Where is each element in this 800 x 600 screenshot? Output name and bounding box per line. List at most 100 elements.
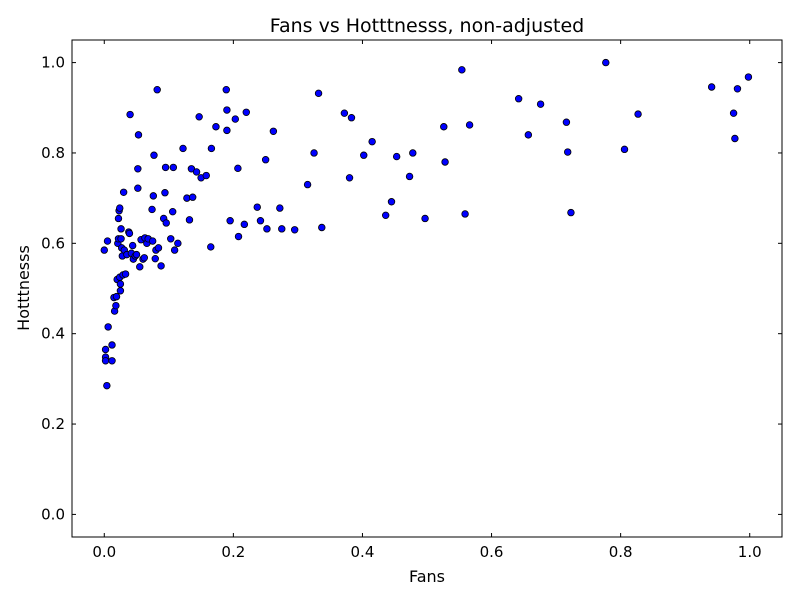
data-point (108, 341, 116, 349)
data-point (101, 357, 110, 365)
data-point (261, 156, 270, 164)
data-point (465, 121, 474, 129)
data-point (136, 263, 144, 271)
x-tick-label: 0.0 (92, 543, 116, 561)
data-point (458, 66, 466, 74)
data-point (634, 110, 642, 118)
data-point (185, 216, 194, 224)
points-layer (100, 58, 753, 390)
data-point (536, 100, 545, 108)
y-axis-label: Hotttnesss (14, 245, 33, 331)
x-tick-label: 0.4 (351, 543, 375, 561)
data-point (128, 241, 137, 250)
data-point (134, 184, 142, 192)
data-point (151, 254, 159, 263)
data-point (192, 168, 201, 176)
data-point (461, 210, 469, 218)
x-axis-label: Fans (409, 567, 445, 586)
data-point (195, 113, 203, 121)
data-point (441, 158, 449, 166)
data-point (731, 134, 739, 143)
data-point (126, 110, 134, 119)
data-point (112, 301, 120, 310)
data-point (242, 108, 250, 116)
data-point (103, 381, 111, 390)
data-point (234, 232, 243, 241)
data-point (524, 131, 533, 139)
data-point (231, 115, 239, 123)
data-point (392, 152, 401, 161)
data-point (150, 151, 158, 159)
data-point (161, 163, 170, 172)
data-point (174, 239, 182, 248)
data-point (169, 163, 178, 172)
data-point (733, 85, 742, 93)
data-point (318, 223, 326, 232)
data-point (567, 208, 575, 217)
data-point (153, 85, 161, 94)
data-point (253, 203, 261, 211)
data-point (226, 217, 234, 225)
data-point (179, 144, 187, 153)
data-point (381, 211, 390, 220)
data-point (148, 205, 156, 214)
x-tick-label: 0.2 (221, 543, 245, 561)
data-point (276, 204, 284, 212)
x-tick-label: 0.8 (609, 543, 633, 561)
data-point (121, 270, 130, 278)
data-point (222, 85, 230, 94)
data-point (202, 171, 210, 180)
plot-frame (71, 39, 783, 538)
data-point (347, 114, 356, 122)
data-point (368, 137, 376, 146)
data-point (112, 292, 121, 301)
data-point (223, 126, 231, 135)
data-point (256, 217, 265, 225)
data-point (744, 73, 753, 81)
data-point (207, 243, 215, 251)
data-point (117, 235, 125, 243)
data-point (562, 118, 571, 126)
data-point (387, 198, 396, 206)
data-point (421, 214, 429, 223)
data-point (234, 164, 242, 173)
data-point (132, 250, 141, 259)
data-point (168, 207, 177, 216)
data-point (314, 89, 323, 98)
data-point (188, 193, 197, 201)
data-point (212, 123, 220, 131)
data-point (148, 237, 157, 245)
y-tick-label: 0.0 (41, 505, 65, 523)
data-point (119, 188, 128, 196)
data-point (707, 83, 716, 91)
data-point (125, 229, 134, 238)
y-tick-label: 0.6 (41, 234, 65, 252)
y-axis: 0.0 0.2 0.4 0.6 0.8 1.0 (41, 54, 782, 523)
data-point (223, 106, 231, 114)
data-point (620, 145, 629, 154)
data-point (340, 109, 349, 117)
data-point (162, 219, 170, 227)
x-axis: 0.0 0.2 0.4 0.6 0.8 1.0 (92, 40, 762, 561)
data-point (263, 225, 271, 233)
data-point (140, 254, 148, 262)
data-point (108, 357, 116, 365)
data-point (240, 220, 249, 229)
data-point (100, 246, 108, 254)
data-point (157, 262, 165, 270)
data-point (116, 280, 125, 288)
data-point (729, 109, 738, 117)
data-point (116, 287, 125, 295)
data-point (278, 225, 286, 233)
data-point (409, 149, 417, 157)
data-point (290, 226, 299, 234)
data-point (360, 151, 368, 159)
data-point (207, 144, 216, 153)
x-tick-label: 0.6 (480, 543, 504, 561)
data-point (345, 174, 354, 182)
data-point (167, 235, 175, 243)
data-point (170, 246, 179, 254)
data-point (134, 165, 142, 173)
